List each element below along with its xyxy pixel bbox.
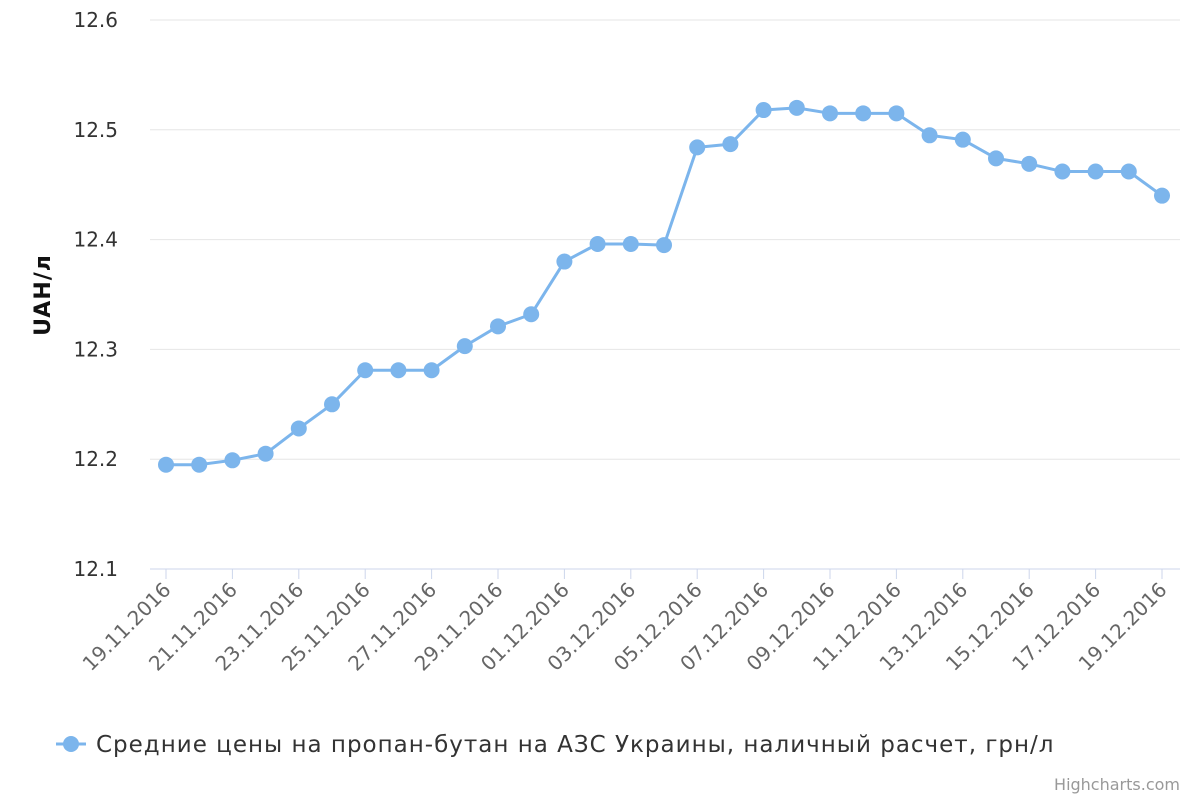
data-point[interactable] [589,235,606,252]
data-point[interactable] [290,420,307,437]
data-point[interactable] [357,362,374,379]
data-point[interactable] [689,139,706,156]
y-tick-label: 12.5 [73,118,118,142]
data-point[interactable] [158,456,174,473]
data-point[interactable] [888,105,905,122]
x-axis: 19.11.201621.11.201623.11.201625.11.2016… [78,568,1180,676]
data-point[interactable] [224,452,241,469]
data-point[interactable] [423,362,440,379]
y-tick-label: 12.2 [73,447,118,471]
data-point[interactable] [1120,163,1137,180]
y-axis-label: UAH/л [31,254,56,336]
legend-label[interactable]: Средние цены на пропан-бутан на АЗС Укра… [96,732,1055,758]
data-point[interactable] [1021,155,1038,172]
data-point[interactable] [1054,163,1071,180]
data-point[interactable] [456,338,473,355]
data-point[interactable] [855,105,872,122]
data-point[interactable] [622,235,639,252]
y-axis-ticks: 12.1 12.2 12.3 12.4 12.5 12.6 [73,8,118,581]
data-point[interactable] [954,131,971,148]
data-point[interactable] [822,105,838,122]
y-tick-label: 12.6 [73,8,118,32]
data-point[interactable] [523,306,540,323]
y-tick-label: 12.3 [73,337,118,361]
legend-marker-icon [63,736,79,752]
data-point[interactable] [722,136,739,153]
data-point[interactable] [324,396,340,413]
data-point[interactable] [988,150,1004,167]
data-point[interactable] [1087,163,1104,180]
credits-link[interactable]: Highcharts.com [1054,775,1180,794]
data-point[interactable] [490,318,506,335]
data-point[interactable] [755,102,772,119]
series-line-group [158,99,1170,473]
data-point[interactable] [921,127,938,144]
data-point[interactable] [191,456,208,473]
data-point[interactable] [390,362,407,379]
data-point[interactable] [1154,187,1170,204]
y-tick-label: 12.4 [73,228,118,252]
data-point[interactable] [788,99,805,116]
data-point[interactable] [257,445,274,462]
series-line [166,106,1163,467]
y-tick-label: 12.1 [73,557,118,581]
legend[interactable]: Средние цены на пропан-бутан на АЗС Укра… [56,732,1055,758]
data-point[interactable] [556,253,573,270]
data-point[interactable] [656,237,672,254]
